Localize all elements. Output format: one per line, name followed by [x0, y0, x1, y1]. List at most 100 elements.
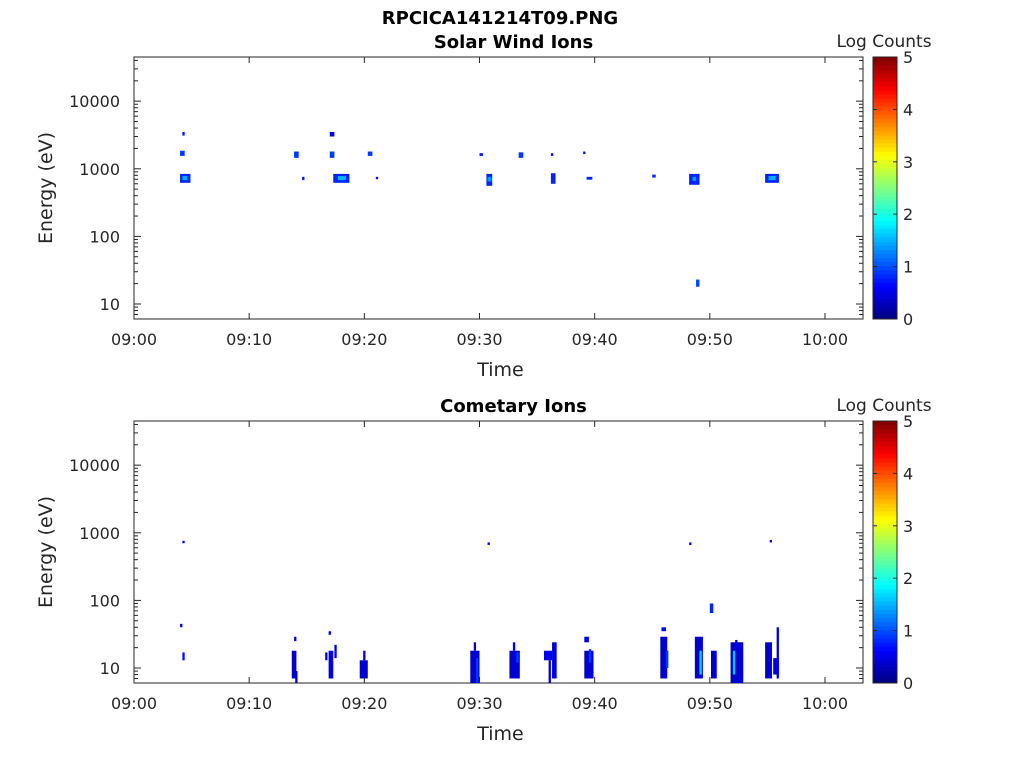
y-tick-label: 100 — [89, 227, 120, 246]
x-tick-label: 09:30 — [456, 694, 502, 713]
data-cell — [709, 603, 714, 614]
colorbar-tick-label: 2 — [903, 569, 913, 588]
data-cell — [666, 650, 669, 669]
data-cell — [329, 151, 335, 158]
y-axis-label: Energy (eV) — [35, 496, 57, 608]
data-cell — [375, 176, 379, 180]
colorbar-tick-label: 3 — [903, 153, 913, 172]
x-tick-label: 10:00 — [802, 694, 848, 713]
x-tick-label: 09:40 — [572, 330, 618, 349]
colorbar-label: Log Counts — [836, 396, 931, 416]
data-cell — [518, 152, 524, 158]
panel-title: Cometary Ions — [440, 396, 587, 417]
data-cell — [328, 631, 331, 635]
y-tick-label: 1000 — [79, 524, 120, 543]
data-cell — [543, 650, 553, 661]
data-cell — [652, 174, 656, 178]
data-cell — [473, 642, 477, 651]
y-tick-label: 10 — [100, 659, 120, 678]
x-tick-label: 09:30 — [456, 330, 502, 349]
x-tick-label: 09:10 — [226, 330, 272, 349]
data-cell — [732, 650, 736, 675]
colorbar-tick-label: 2 — [903, 205, 913, 224]
x-tick-label: 09:00 — [111, 330, 157, 349]
data-cell — [692, 176, 697, 181]
data-cell — [696, 279, 700, 287]
y-tick-label: 100 — [89, 591, 120, 610]
data-cell — [487, 176, 492, 182]
data-cell — [182, 131, 185, 136]
y-tick-label: 10 — [100, 295, 120, 314]
data-cell — [776, 627, 779, 679]
data-cell — [182, 540, 185, 544]
data-cell — [476, 658, 479, 683]
data-cell — [699, 650, 702, 675]
x-tick-label: 09:20 — [341, 694, 387, 713]
y-tick-label: 10000 — [69, 456, 120, 475]
x-tick-label: 09:40 — [572, 694, 618, 713]
figure-title: RPCICA141214T09.PNG — [382, 8, 618, 29]
data-cell — [584, 650, 594, 679]
colorbar-tick-label: 4 — [903, 464, 913, 483]
data-cell — [182, 176, 187, 181]
colorbar-tick-label: 3 — [903, 517, 913, 536]
data-cell — [765, 642, 773, 679]
data-cell — [328, 650, 334, 679]
data-cell — [588, 649, 592, 663]
data-cell — [550, 173, 556, 184]
data-cell — [294, 151, 299, 158]
data-cell — [710, 650, 717, 679]
plot-area — [133, 56, 864, 320]
data-cell — [367, 151, 373, 156]
data-cell — [470, 650, 480, 683]
data-cell — [302, 176, 305, 181]
x-tick-label: 09:50 — [687, 330, 733, 349]
data-cell — [479, 153, 483, 156]
data-cell — [294, 636, 297, 642]
colorbar-tick-label: 1 — [903, 258, 913, 277]
data-cell — [661, 627, 667, 632]
colorbar-tick-label: 1 — [903, 622, 913, 641]
data-cell — [583, 151, 586, 155]
colorbar-tick-label: 5 — [903, 48, 913, 67]
data-cell — [550, 153, 554, 156]
data-cell — [773, 658, 779, 675]
data-cell — [359, 660, 368, 679]
data-cell — [509, 650, 520, 679]
y-tick-label: 10000 — [69, 92, 120, 111]
data-cell — [586, 176, 593, 180]
y-tick-label: 1000 — [79, 160, 120, 179]
panel-solar-wind: 09:00 09:10 09:20 09:30 09:40 09:50 10:0010100… — [35, 32, 932, 381]
colorbar-label: Log Counts — [836, 32, 931, 52]
y-axis-label: Energy (eV) — [35, 132, 57, 244]
colorbar-tick-label: 4 — [903, 100, 913, 119]
data-cell — [548, 660, 551, 683]
data-cell — [516, 652, 519, 663]
data-cell — [363, 650, 366, 661]
data-cell — [180, 623, 183, 628]
colorbar-tick-label: 5 — [903, 412, 913, 431]
x-tick-label: 09:10 — [226, 694, 272, 713]
data-cell — [660, 636, 668, 679]
data-cell — [552, 642, 557, 679]
colorbar-tick-label: 0 — [903, 310, 913, 329]
data-cell — [337, 176, 346, 181]
panel-cometary: 09:00 09:10 09:20 09:30 09:40 09:50 10:0010100… — [35, 396, 932, 745]
data-cell — [694, 636, 703, 679]
plot-area — [133, 420, 864, 684]
x-axis-label: Time — [476, 723, 524, 745]
data-cell — [334, 644, 337, 659]
x-tick-label: 10:00 — [802, 330, 848, 349]
data-cell — [295, 671, 298, 683]
x-tick-label: 09:00 — [111, 694, 157, 713]
colorbar-tick-label: 0 — [903, 674, 913, 693]
data-cell — [735, 639, 738, 651]
panel-title: Solar Wind Ions — [434, 32, 593, 53]
data-cell — [329, 131, 335, 137]
data-cell — [180, 150, 185, 156]
data-cell — [182, 652, 185, 661]
data-cell — [512, 642, 516, 651]
